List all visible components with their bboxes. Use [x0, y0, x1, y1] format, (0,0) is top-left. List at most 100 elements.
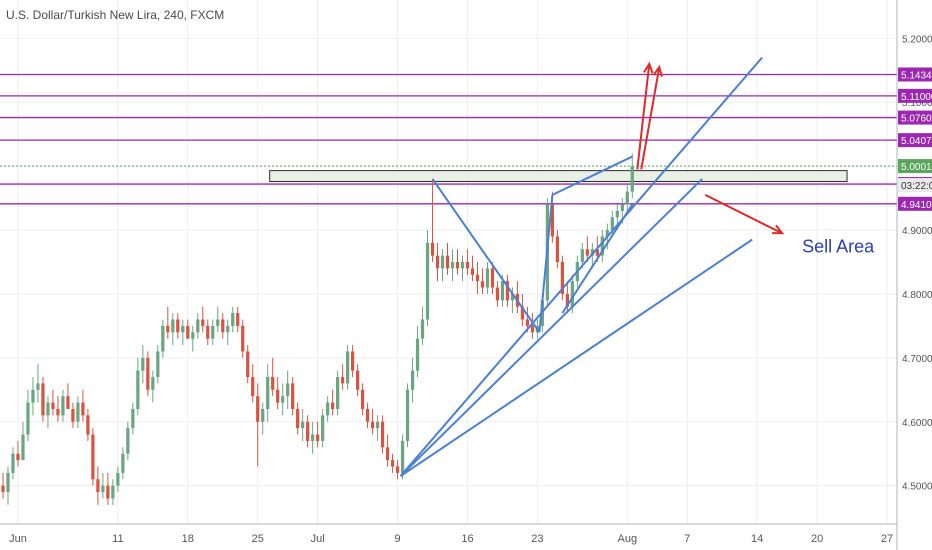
candle-down [490, 268, 495, 288]
candle-down [595, 249, 599, 256]
price-level-badge-bg [898, 133, 932, 148]
resistance-zone-layer [269, 170, 848, 182]
candle-up [326, 402, 330, 416]
candle-up [415, 338, 420, 371]
candle-down [276, 389, 280, 403]
price-tick-label: 4.80000 [902, 290, 932, 301]
candle-up [625, 191, 629, 205]
candle-down [470, 268, 475, 275]
candle-up [321, 415, 325, 441]
candle-up [570, 281, 574, 307]
candle-down [71, 408, 75, 422]
candle-down [365, 408, 370, 422]
candle-down [430, 242, 435, 256]
resistance-zone [269, 170, 848, 182]
candle-up [101, 485, 105, 493]
candle-down [206, 325, 210, 339]
candle-up [196, 319, 200, 333]
time-tick-label: 23 [531, 533, 543, 545]
arrow-line [704, 194, 783, 235]
candle-up [400, 440, 405, 473]
candle-up [171, 319, 175, 333]
trendline [538, 194, 554, 333]
candle-down [201, 319, 205, 326]
candle-down [355, 370, 360, 390]
time-axis: Jun 11 18 25 Jul 9 16 23 Aug 7 14 20 27 [0, 523, 897, 545]
candle-down [16, 453, 20, 461]
candle-down [51, 402, 55, 409]
candle-up [116, 472, 120, 486]
arrow-line [636, 63, 651, 170]
time-tick-label: 14 [751, 533, 763, 545]
candle-down [370, 421, 375, 429]
candle-down [480, 281, 485, 288]
candle-up [141, 357, 145, 371]
candle-up [46, 402, 50, 416]
time-tick-label: Jun [9, 533, 27, 545]
current-price-badge-bg [898, 159, 932, 174]
price-axis: 4.50000 4.60000 4.70000 4.80000 4.90000 5.000… [896, 0, 932, 550]
candle-down [525, 319, 530, 326]
candle-down [41, 383, 45, 416]
trendline [561, 203, 634, 314]
candle-up [600, 236, 604, 256]
candle-up [121, 453, 125, 473]
candle-up [500, 281, 505, 301]
arrow-head [643, 61, 654, 74]
candle-up [281, 396, 285, 403]
candle-down [350, 351, 355, 371]
candle-down [380, 421, 385, 448]
price-level-badge: 5.04070 [901, 136, 932, 147]
candle-up [301, 421, 305, 429]
candle-down [81, 402, 85, 416]
candle-down [455, 262, 460, 269]
candle-up [590, 249, 594, 256]
candle-up [450, 262, 455, 269]
time-tick-label: 20 [811, 533, 823, 545]
candle-down [166, 325, 170, 333]
candle-up [181, 325, 185, 333]
price-level-badge-bg [898, 110, 932, 125]
candle-up [425, 242, 430, 320]
time-tick-label: 16 [461, 533, 473, 545]
candle-down [435, 255, 440, 269]
candle-down [56, 408, 60, 416]
candle-down [445, 255, 450, 269]
candle-down [291, 383, 295, 409]
time-tick-label: 27 [881, 533, 893, 545]
trendline [399, 56, 763, 477]
candle-down [86, 415, 90, 435]
candle-down [296, 408, 300, 429]
trendlines-layer [399, 56, 763, 477]
candle-down [560, 262, 564, 294]
candle-down [241, 325, 245, 352]
candle-down [246, 351, 250, 378]
annotations-layer: Sell Area [802, 236, 875, 256]
countdown-badge-bg [898, 178, 932, 193]
candle-up [510, 293, 515, 301]
candle-down [106, 485, 110, 499]
candle-up [151, 377, 155, 390]
arrows-layer [636, 61, 785, 235]
time-tick-label: 25 [252, 533, 264, 545]
candle-up [216, 319, 220, 326]
price-level-badge: 5.07600 [901, 114, 932, 125]
candle-up [485, 268, 490, 288]
candle-up [61, 396, 65, 416]
candle-up [261, 408, 265, 422]
candle-down [176, 319, 180, 333]
candle-down [530, 325, 535, 333]
candle-up [11, 453, 15, 473]
candle-up [126, 428, 130, 454]
price-level-badge: 5.11000 [901, 92, 932, 103]
candle-up [226, 325, 230, 333]
arrow-line [640, 66, 661, 170]
candle-up [156, 351, 160, 378]
candle-up [440, 255, 445, 269]
candle-up [620, 204, 624, 211]
candle-up [111, 485, 115, 499]
candle-down [475, 274, 480, 282]
